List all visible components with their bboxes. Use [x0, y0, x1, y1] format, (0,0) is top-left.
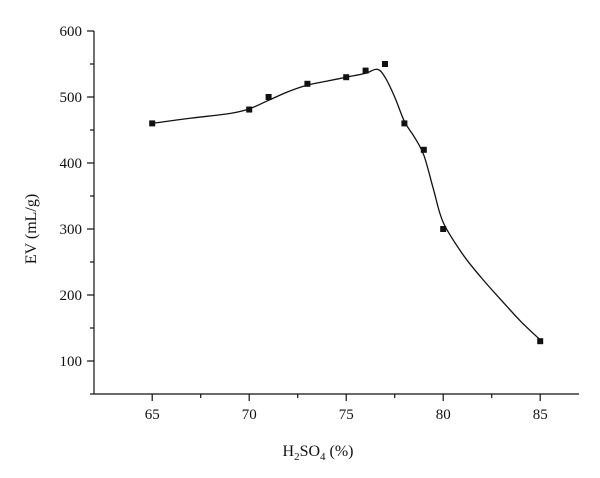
- y-tick-label: 100: [60, 354, 83, 370]
- data-point: [537, 338, 544, 345]
- y-axis-title: EV (mL/g): [23, 194, 40, 264]
- y-tick-label: 200: [60, 288, 83, 304]
- fit-curve: [152, 68, 541, 341]
- y-axis-ticks: 100 200 300 400 500 600: [60, 24, 94, 395]
- x-axis-title-subscript-2: 4: [320, 451, 326, 463]
- data-point: [420, 146, 427, 153]
- y-tick-label: 500: [60, 90, 83, 106]
- x-tick-label: 85: [533, 407, 548, 423]
- data-point: [440, 226, 447, 232]
- y-tick-label: 400: [60, 156, 83, 172]
- x-axis-title-main: H: [283, 443, 295, 460]
- x-tick-label: 80: [436, 407, 451, 423]
- y-tick-label: 300: [60, 222, 83, 238]
- axes: [93, 31, 579, 395]
- data-point: [362, 67, 369, 74]
- x-tick-label: 70: [242, 407, 257, 423]
- x-tick-label: 65: [145, 407, 160, 423]
- y-tick-label: 600: [60, 24, 83, 40]
- data-point: [382, 61, 388, 67]
- x-tick-label: 75: [339, 407, 354, 423]
- x-axis-ticks: 65 70 75 80 85: [145, 394, 548, 423]
- x-axis-title-subscript-1: 2: [294, 451, 300, 463]
- data-point: [265, 94, 272, 100]
- x-axis-title: H2SO4 (%): [283, 443, 354, 463]
- data-points: [149, 61, 544, 345]
- data-point: [149, 120, 156, 127]
- data-point: [304, 80, 311, 87]
- x-axis-title-tail: (%): [326, 443, 354, 460]
- data-point: [246, 106, 253, 113]
- data-point: [343, 74, 350, 81]
- data-point: [401, 120, 408, 127]
- x-axis-title-mid: SO: [300, 443, 320, 460]
